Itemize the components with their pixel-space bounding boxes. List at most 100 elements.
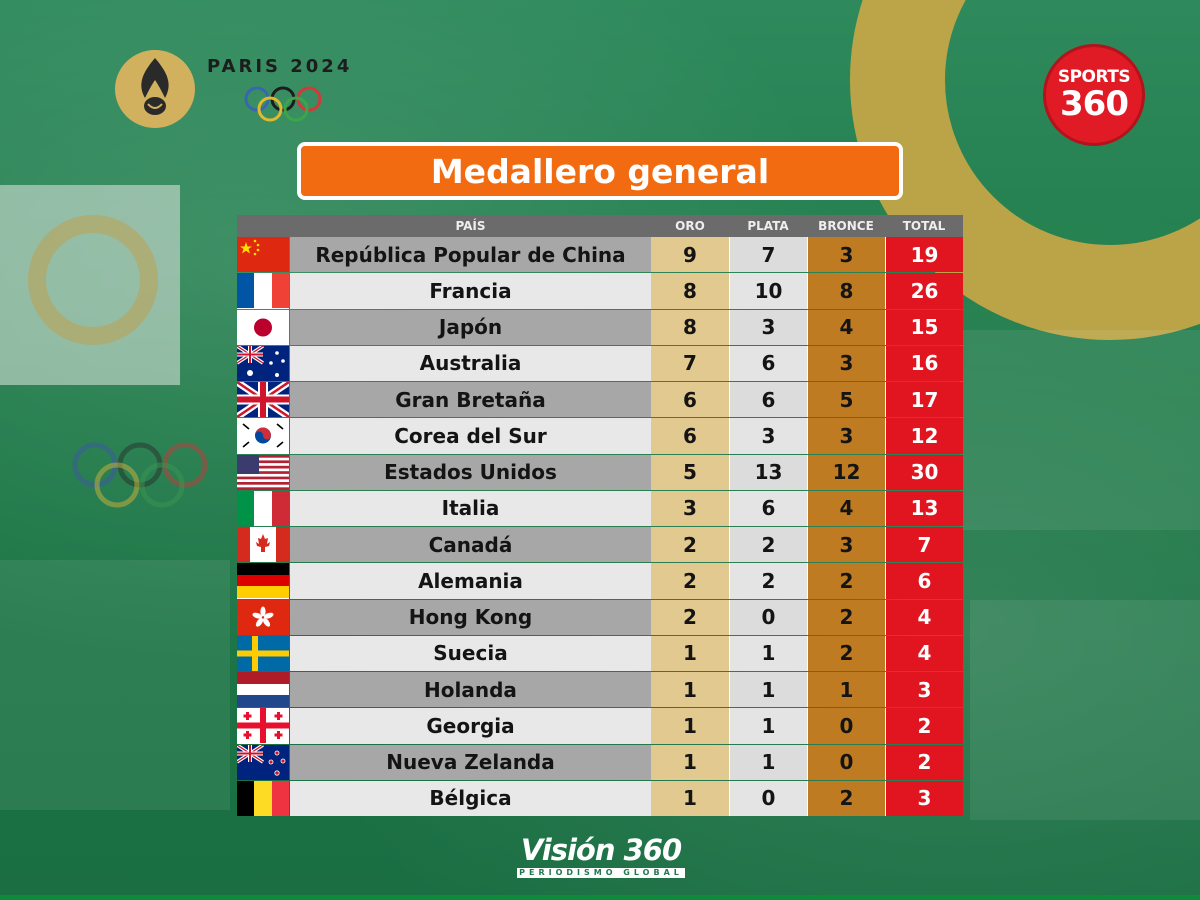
country-name: Francia	[290, 273, 651, 309]
usa-flag-icon	[237, 454, 289, 490]
gold-count: 1	[651, 672, 729, 708]
china-flag-icon	[237, 237, 289, 273]
uk-flag-icon	[237, 382, 289, 418]
bronze-count: 2	[807, 635, 885, 671]
medal-table: PAÍS ORO PLATA BRONCE TOTAL República Po…	[237, 215, 963, 816]
table-row: Alemania 2 2 2 6	[237, 563, 963, 599]
table-row: Canadá 2 2 3 7	[237, 527, 963, 563]
total-count: 2	[885, 744, 963, 780]
vision-360-logo: Visión 360 PERIODISMO GLOBAL	[511, 834, 691, 882]
bronze-count: 2	[807, 780, 885, 816]
gold-count: 1	[651, 635, 729, 671]
south-korea-flag-icon	[237, 418, 289, 454]
olympic-rings-icon	[244, 86, 322, 122]
table-row: Francia 8 10 8 26	[237, 273, 963, 309]
table-row: Japón 8 3 4 15	[237, 309, 963, 345]
bronze-count: 2	[807, 599, 885, 635]
total-count: 19	[885, 237, 963, 273]
netherlands-flag-icon	[237, 672, 289, 708]
table-row: Hong Kong 2 0 2 4	[237, 599, 963, 635]
country-name: Italia	[290, 490, 651, 526]
country-name: Nueva Zelanda	[290, 744, 651, 780]
country-name: Alemania	[290, 563, 651, 599]
header-gold: ORO	[675, 219, 705, 233]
table-header: PAÍS ORO PLATA BRONCE TOTAL	[237, 215, 963, 237]
country-name: Gran Bretaña	[290, 382, 651, 418]
country-name: Holanda	[290, 672, 651, 708]
background-building	[970, 600, 1200, 820]
table-body: República Popular de China 9 7 3 19 Francia 8 1…	[237, 237, 963, 816]
total-count: 12	[885, 418, 963, 454]
header-total: TOTAL	[902, 219, 946, 233]
bronze-count: 0	[807, 744, 885, 780]
country-name: Suecia	[290, 635, 651, 671]
country-name: Bélgica	[290, 780, 651, 816]
gold-count: 3	[651, 490, 729, 526]
paris-2024-text: PARIS 2024	[207, 56, 353, 77]
country-name: Hong Kong	[290, 599, 651, 635]
gold-count: 1	[651, 744, 729, 780]
total-count: 7	[885, 527, 963, 563]
silver-count: 3	[729, 418, 807, 454]
sports-logo-line1: SPORTS	[1057, 67, 1131, 87]
header-flag-spacer	[237, 215, 290, 237]
bronze-count: 8	[807, 273, 885, 309]
table-row: Gran Bretaña 6 6 5 17	[237, 382, 963, 418]
gold-count: 5	[651, 454, 729, 490]
vision-brand: Visión 360	[520, 833, 682, 867]
background-building	[0, 560, 230, 810]
page-title: Medallero general	[297, 142, 903, 200]
france-flag-icon	[237, 273, 289, 309]
bronze-count: 3	[807, 345, 885, 381]
silver-count: 2	[729, 527, 807, 563]
bronze-count: 3	[807, 527, 885, 563]
table-row: Suecia 1 1 2 4	[237, 635, 963, 671]
total-count: 17	[885, 382, 963, 418]
italy-flag-icon	[237, 490, 289, 526]
table-row: Holanda 1 1 1 3	[237, 672, 963, 708]
silver-count: 13	[729, 454, 807, 490]
table-row: Bélgica 1 0 2 3	[237, 780, 963, 816]
total-count: 2	[885, 708, 963, 744]
total-count: 13	[885, 490, 963, 526]
gold-count: 1	[651, 708, 729, 744]
table-row: Georgia 1 1 0 2	[237, 708, 963, 744]
header-bronze: BRONCE	[818, 219, 874, 233]
silver-count: 1	[729, 672, 807, 708]
gold-count: 8	[651, 309, 729, 345]
silver-count: 10	[729, 273, 807, 309]
table-row: República Popular de China 9 7 3 19	[237, 237, 963, 273]
country-name: Corea del Sur	[290, 418, 651, 454]
country-name: Australia	[290, 345, 651, 381]
bronze-count: 1	[807, 672, 885, 708]
silver-count: 1	[729, 744, 807, 780]
table-row: Australia 7 6 3 16	[237, 345, 963, 381]
bottom-accent-line	[0, 895, 1200, 900]
total-count: 4	[885, 599, 963, 635]
background-building	[960, 330, 1200, 530]
country-name: Estados Unidos	[290, 454, 651, 490]
silver-count: 1	[729, 635, 807, 671]
bronze-count: 3	[807, 418, 885, 454]
georgia-flag-icon	[237, 708, 289, 744]
silver-count: 6	[729, 382, 807, 418]
silver-count: 3	[729, 309, 807, 345]
table-row: Italia 3 6 4 13	[237, 490, 963, 526]
germany-flag-icon	[237, 563, 289, 599]
country-name: Canadá	[290, 527, 651, 563]
bronze-count: 12	[807, 454, 885, 490]
total-count: 3	[885, 672, 963, 708]
canada-flag-icon	[237, 527, 289, 563]
paris-2024-logo: PARIS 2024	[115, 50, 360, 130]
background-olympic-rings-icon	[72, 442, 208, 508]
sports-logo-line2: 360	[1060, 84, 1129, 124]
total-count: 15	[885, 309, 963, 345]
silver-count: 1	[729, 708, 807, 744]
gold-count: 6	[651, 382, 729, 418]
silver-count: 0	[729, 780, 807, 816]
silver-count: 2	[729, 563, 807, 599]
total-count: 30	[885, 454, 963, 490]
new-zealand-flag-icon	[237, 744, 289, 780]
total-count: 26	[885, 273, 963, 309]
bronze-count: 3	[807, 237, 885, 273]
